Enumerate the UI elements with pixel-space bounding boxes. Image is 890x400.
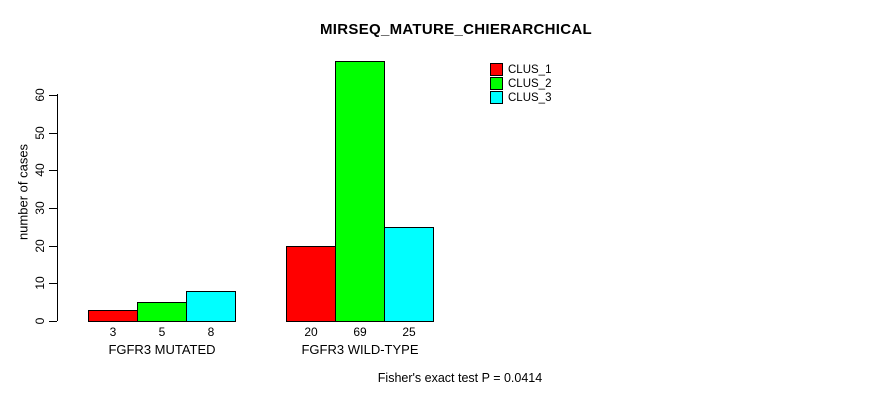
y-axis-line: [57, 94, 58, 321]
bar-clus_2-group1: [137, 302, 187, 322]
y-tick-label: 60: [33, 88, 47, 102]
legend-swatch-icon: [490, 91, 503, 104]
y-tick-mark: [49, 133, 57, 134]
bar-value-label: 3: [109, 325, 117, 339]
legend-swatch-icon: [490, 77, 503, 90]
legend-swatch-icon: [490, 63, 503, 76]
legend-item-clus_1: CLUS_1: [490, 63, 551, 76]
y-tick-label: 40: [33, 163, 47, 177]
y-tick-label: 30: [33, 201, 47, 215]
bar-value-label: 69: [353, 325, 367, 339]
legend-item-clus_3: CLUS_3: [490, 91, 551, 104]
bar-value-label: 8: [207, 325, 215, 339]
chart-title: MIRSEQ_MATURE_CHIERARCHICAL: [320, 21, 592, 38]
bar-clus_3-group2: [384, 227, 434, 322]
y-axis-label: number of cases: [15, 143, 31, 241]
y-tick-label: 10: [33, 276, 47, 290]
bar-value-label: 25: [402, 325, 416, 339]
y-tick-mark: [49, 283, 57, 284]
category-label-1: FGFR3 MUTATED: [108, 342, 216, 357]
y-tick-mark: [49, 321, 57, 322]
legend-item-clus_2: CLUS_2: [490, 77, 551, 90]
bar-clus_1-group1: [88, 310, 138, 322]
y-tick-label: 0: [33, 317, 47, 325]
y-tick-mark: [49, 95, 57, 96]
legend-label: CLUS_2: [508, 77, 552, 90]
legend-label: CLUS_3: [508, 91, 552, 104]
y-tick-mark: [49, 208, 57, 209]
legend: CLUS_1 CLUS_2 CLUS_3: [490, 63, 551, 105]
bar-clus_1-group2: [286, 246, 336, 322]
legend-label: CLUS_1: [508, 63, 552, 76]
y-tick-mark: [49, 170, 57, 171]
bar-clus_2-group2: [335, 61, 385, 322]
annotation-text: Fisher's exact test P = 0.0414: [377, 371, 543, 385]
bar-value-label: 5: [158, 325, 166, 339]
y-tick-mark: [49, 246, 57, 247]
bar-clus_3-group1: [186, 291, 236, 322]
bar-value-label: 20: [304, 325, 318, 339]
category-label-2: FGFR3 WILD-TYPE: [301, 342, 419, 357]
y-tick-label: 20: [33, 239, 47, 253]
y-tick-label: 50: [33, 126, 47, 140]
